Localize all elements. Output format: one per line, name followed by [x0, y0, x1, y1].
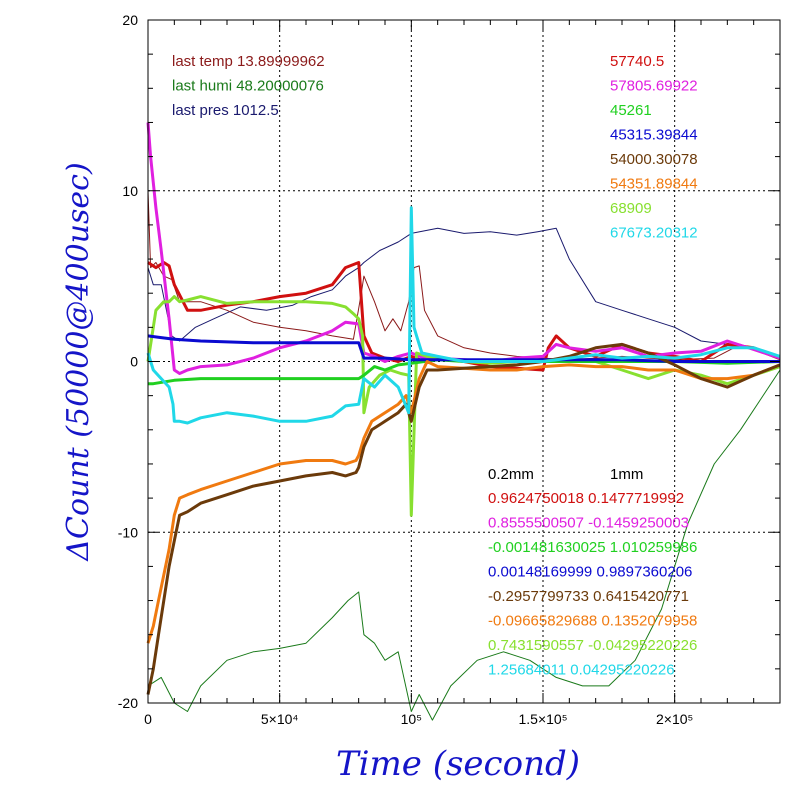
coefficient-row: 0.8555500507 -0.1459250003	[488, 515, 689, 532]
series-line	[147, 369, 781, 721]
coefficient-row: -0.001481630025 1.010259986	[488, 539, 697, 556]
coefficient-row: 1.25684011 0.04295220226	[488, 662, 675, 679]
value-label: 45261	[610, 102, 652, 119]
coef-header: 0.2mm	[488, 466, 534, 483]
coefficient-row: -0.2957799733 0.6415420771	[488, 588, 689, 605]
y-axis-title: ΔCount (50000@400usec)	[61, 162, 96, 561]
x-axis-title: Time (second)	[336, 744, 580, 784]
x-tick-label: 5×10⁴	[261, 711, 299, 727]
y-tick-label: 20	[122, 12, 138, 28]
tick-labels: 20 10 0 -10 -20 0 5×10⁴ 10⁵ 1.5×10⁵ 2×10⁵	[118, 12, 694, 727]
value-label: 68909	[610, 200, 652, 217]
value-label: 45315.39844	[610, 127, 698, 144]
coefficient-row: -0.09665829688 0.1352079958	[488, 613, 697, 630]
series-line	[146, 360, 781, 644]
axis-ticks	[147, 19, 781, 704]
value-label: 67673.20312	[610, 225, 698, 242]
y-tick-label: -20	[118, 695, 138, 711]
y-tick-label: -10	[118, 524, 138, 540]
series-line	[147, 334, 780, 363]
coef-header: 1mm	[610, 466, 643, 483]
env-text: last temp 13.89999962	[172, 53, 325, 70]
coefficient-row: 0.7431590557 -0.04295220226	[488, 637, 697, 654]
annotations: last temp 13.89999962 last humi 48.200000…	[172, 53, 698, 679]
series-line	[146, 122, 781, 375]
coefficient-row: 0.9624750018 0.1477719992	[488, 490, 684, 507]
x-tick-label: 2×10⁵	[656, 711, 693, 727]
value-label: 54351.89844	[610, 176, 698, 193]
series-line	[148, 358, 781, 386]
env-text: last pres 1012.5	[172, 102, 279, 119]
y-tick-label: 0	[130, 354, 138, 370]
x-tick-label: 0	[144, 711, 152, 727]
series-line	[147, 190, 781, 361]
value-label: 54000.30078	[610, 151, 698, 168]
series-line	[146, 342, 781, 695]
x-tick-label: 1.5×10⁵	[518, 711, 567, 727]
series-group	[146, 122, 781, 721]
env-text: last humi 48.20000076	[172, 78, 324, 95]
value-label: 57805.69922	[610, 78, 698, 95]
x-tick-label: 10⁵	[401, 711, 422, 727]
value-label: 57740.5	[610, 53, 664, 70]
series-line	[146, 206, 781, 425]
series-line	[147, 227, 781, 359]
coefficient-row: 0.00148169999 0.9897360206	[488, 564, 692, 581]
y-tick-label: 10	[122, 183, 138, 199]
